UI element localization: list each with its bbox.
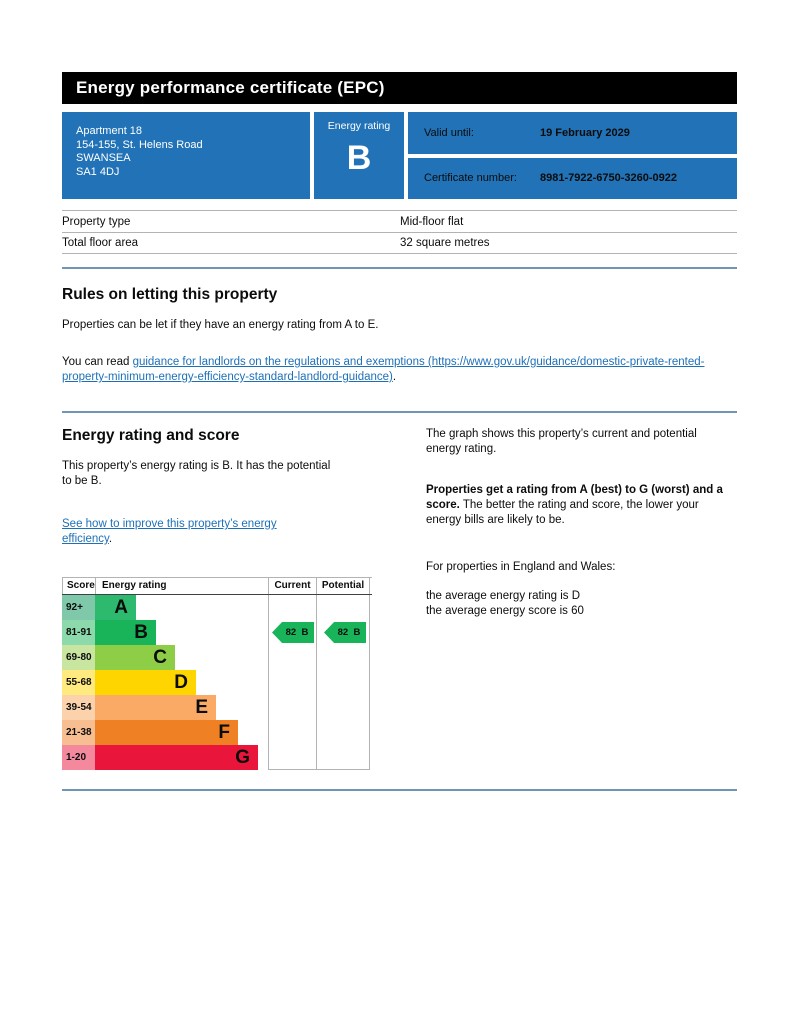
property-type-value: Mid-floor flat: [400, 215, 464, 228]
region-line: For properties in England and Wales:: [425, 561, 616, 573]
improve-suffix: .: [108, 533, 113, 545]
floor-area-label: Total floor area: [62, 237, 139, 249]
address-line: 154-155, St. Helens Road: [76, 138, 203, 151]
chart-band-row: 55-68 D: [62, 670, 372, 695]
landlord-guidance-link[interactable]: guidance for landlords on the regulation…: [62, 356, 705, 383]
valid-until-value: 19 February 2029: [540, 126, 630, 139]
section-divider: [62, 789, 737, 791]
rating-explanation: Properties get a rating from A (best) to…: [426, 483, 737, 528]
chart-header-row: Score Energy rating Current Potential: [62, 578, 372, 595]
valid-until-label: Valid until:: [424, 126, 474, 139]
band-bar-b: B: [95, 620, 156, 645]
potential-rating-arrow: 82 B: [324, 622, 366, 643]
chart-band-row: 92+ A: [62, 595, 372, 620]
chart-band-row: 21-38 F: [62, 720, 372, 745]
table-row: Total floor area 32 square metres: [62, 232, 737, 254]
guidance-prefix: You can read: [62, 356, 133, 368]
current-column-cell: [268, 645, 316, 670]
chart-band-row: 1-20 G: [62, 745, 372, 770]
explanation-rest: The better the rating and score, the low…: [425, 499, 699, 526]
potential-column-cell: [316, 595, 370, 620]
energy-rating-section: Energy rating and score This property’s …: [62, 427, 737, 770]
current-column-cell: [268, 720, 316, 745]
section-divider: [62, 411, 737, 413]
graph-intro: The graph shows this property’s current …: [425, 428, 697, 455]
band-score-range: 39-54: [62, 695, 95, 720]
band-bar-d: D: [95, 670, 196, 695]
table-row: Property type Mid-floor flat: [62, 210, 737, 232]
property-details-table: Property type Mid-floor flat Total floor…: [62, 210, 737, 254]
band-bar-f: F: [95, 720, 238, 745]
rating-column-header: Energy rating: [95, 578, 268, 594]
section-divider: [62, 267, 737, 269]
band-score-range: 81-91: [62, 620, 95, 645]
address-line: SWANSEA: [76, 152, 131, 164]
chart-band-row: 39-54 E: [62, 695, 372, 720]
potential-column-cell: [316, 645, 370, 670]
summary-banner: Apartment 18 154-155, St. Helens Road SW…: [62, 112, 737, 199]
certificate-number-row: Certificate number: 8981-7922-6750-3260-…: [408, 157, 737, 199]
improve-efficiency-link[interactable]: See how to improve this property’s energ…: [62, 518, 277, 545]
score-column-header: Score: [62, 578, 95, 594]
rules-heading: Rules on letting this property: [62, 286, 278, 303]
property-type-label: Property type: [62, 215, 131, 228]
chart-rows: 92+ A 81-91 B 69-80 C 55-68 D 39-54 E 21-38 F 1-20 G: [62, 595, 372, 770]
average-rating-line: the average energy rating is D: [425, 590, 581, 602]
address-line: SA1 4DJ: [76, 165, 120, 178]
band-score-range: 21-38: [62, 720, 95, 745]
epc-rating-chart: Score Energy rating Current Potential 92…: [62, 577, 372, 770]
valid-until-row: Valid until: 19 February 2029: [408, 112, 737, 154]
energy-rating-value: B: [346, 139, 372, 177]
guidance-suffix: .: [392, 371, 397, 383]
chart-band-row: 81-91 B: [62, 620, 372, 645]
potential-column-cell: [316, 695, 370, 720]
current-column-cell: [268, 695, 316, 720]
potential-column-cell: [316, 745, 370, 770]
average-ratings: the average energy rating is D the avera…: [426, 589, 737, 619]
rating-left-column: Energy rating and score This property’s …: [62, 427, 389, 770]
current-column-cell: [268, 620, 316, 645]
band-bar-c: C: [95, 645, 175, 670]
address-line: Apartment 18: [76, 125, 143, 137]
certificate-meta: Valid until: 19 February 2029 Certificat…: [408, 112, 737, 199]
average-score-line: the average energy score is 60: [425, 605, 584, 617]
certificate-number-label: Certificate number:: [424, 172, 517, 185]
current-column-cell: [268, 670, 316, 695]
potential-column-header: Potential: [316, 578, 370, 594]
band-score-range: 69-80: [62, 645, 95, 670]
rating-heading: Energy rating and score: [62, 427, 240, 444]
current-rating-arrow: 82 B: [272, 622, 314, 643]
property-address: Apartment 18 154-155, St. Helens Road SW…: [62, 112, 310, 199]
potential-column-cell: [316, 620, 370, 645]
floor-area-value: 32 square metres: [400, 237, 490, 249]
rating-right-column: The graph shows this property’s current …: [426, 427, 737, 769]
guidance-paragraph: You can read guidance for landlords on t…: [62, 355, 714, 385]
current-column-cell: [268, 595, 316, 620]
band-score-range: 92+: [62, 595, 95, 620]
rules-paragraph: Properties can be let if they have an en…: [62, 319, 379, 331]
potential-column-cell: [316, 670, 370, 695]
band-bar-g: G: [95, 745, 258, 770]
certificate-number-value: 8981-7922-6750-3260-0922: [540, 172, 678, 185]
rating-intro: This property’s energy rating is B. It h…: [62, 460, 331, 487]
energy-rating-badge: Energy rating B: [314, 112, 404, 199]
page-title: Energy performance certificate (EPC): [76, 78, 385, 97]
current-column-header: Current: [268, 578, 316, 594]
current-column-cell: [268, 745, 316, 770]
band-score-range: 55-68: [62, 670, 95, 695]
band-score-range: 1-20: [62, 745, 95, 770]
explanation-bold: Properties get a rating from A (best) to…: [425, 484, 723, 511]
band-bar-a: A: [95, 595, 136, 620]
certificate-title-bar: Energy performance certificate (EPC): [62, 72, 737, 104]
rules-section: Rules on letting this property Propertie…: [62, 286, 737, 385]
energy-rating-label: Energy rating: [327, 120, 391, 132]
band-bar-e: E: [95, 695, 216, 720]
chart-band-row: 69-80 C: [62, 645, 372, 670]
potential-column-cell: [316, 720, 370, 745]
